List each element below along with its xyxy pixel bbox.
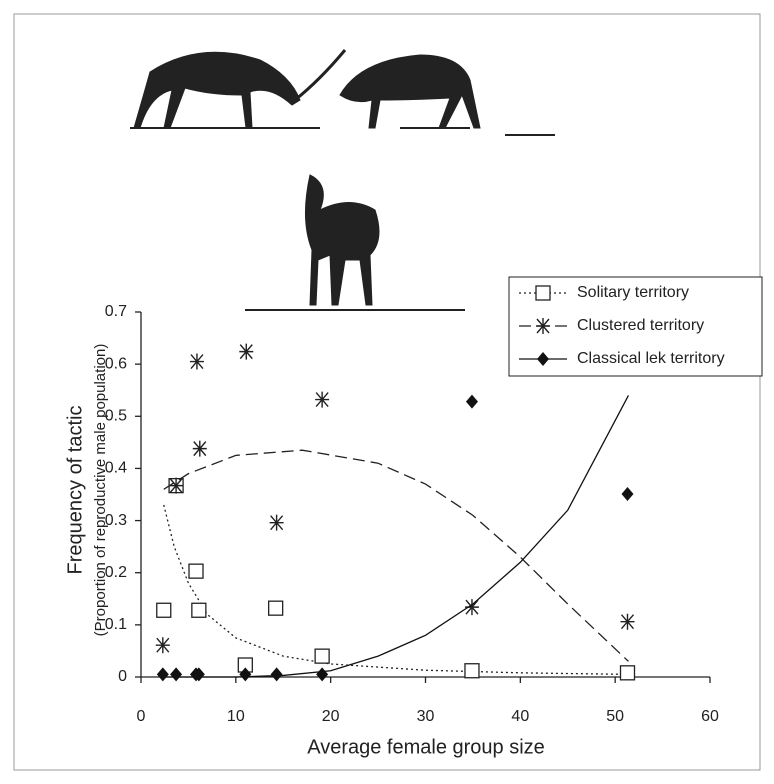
data-point [170,667,182,681]
data-point [465,664,479,678]
square-marker [189,564,203,578]
y-tick-label: 0.4 [105,460,127,477]
data-point [156,637,170,653]
legend-label: Clustered territory [577,317,704,334]
frame [14,14,760,770]
y-tick-label: 0.1 [105,616,127,633]
legend-marker [536,286,550,300]
data-point [316,667,328,681]
x-tick-label: 10 [227,708,245,725]
diamond-marker [271,667,283,681]
y-axis-subtitle: (Proportion of reproductive male populat… [92,344,109,637]
x-tick-label: 30 [417,708,435,725]
data-point [315,649,329,663]
asterisk-marker [315,392,329,408]
x-axis-title: Average female group size [307,736,545,758]
y-tick-label: 0.3 [105,512,127,529]
legend-marker [536,318,550,334]
legend-label: Solitary territory [577,284,689,301]
data-point [190,354,204,370]
square-marker [620,666,634,680]
fit-curve [164,450,629,661]
diamond-marker [466,395,478,409]
asterisk-marker [239,344,253,360]
y-tick-label: 0.6 [105,355,127,372]
data-point [192,603,206,617]
data-point [157,603,171,617]
square-marker [269,601,283,615]
asterisk-marker [193,441,207,457]
data-point [239,344,253,360]
fit-curve [164,395,629,677]
y-tick-label: 0 [118,668,127,685]
x-tick-label: 50 [606,708,624,725]
y-tick-label: 0.7 [105,303,127,320]
data-point [157,667,169,681]
y-axis-title: Frequency of tactic [64,406,86,575]
data-point [620,614,634,630]
chart: Frequency of tactic (Proportion of repro… [0,0,774,784]
x-tick-label: 20 [322,708,340,725]
asterisk-marker [536,318,550,334]
y-tick-label: 0.2 [105,564,127,581]
data-point [621,487,633,501]
y-tick-label: 0.5 [105,408,127,425]
antelope-illustration [130,50,555,310]
x-tick-label: 40 [511,708,529,725]
square-marker [157,603,171,617]
data-point [193,441,207,457]
square-marker [192,603,206,617]
data-point [315,392,329,408]
square-marker [315,649,329,663]
fit-curve [164,505,629,674]
data-point [620,666,634,680]
x-tick-label: 0 [137,708,146,725]
diamond-marker [170,667,182,681]
data-point [271,667,283,681]
data-point [269,601,283,615]
x-tick-label: 60 [701,708,719,725]
asterisk-marker [169,478,183,494]
square-marker [536,286,550,300]
legend-label: Classical lek territory [577,350,725,367]
asterisk-marker [156,637,170,653]
data-point [466,395,478,409]
data-point [189,564,203,578]
asterisk-marker [620,614,634,630]
square-marker [465,664,479,678]
asterisk-marker [190,354,204,370]
diamond-marker [316,667,328,681]
data-point [270,515,284,531]
diamond-marker [157,667,169,681]
data-point [169,478,183,494]
asterisk-marker [270,515,284,531]
diamond-marker [621,487,633,501]
